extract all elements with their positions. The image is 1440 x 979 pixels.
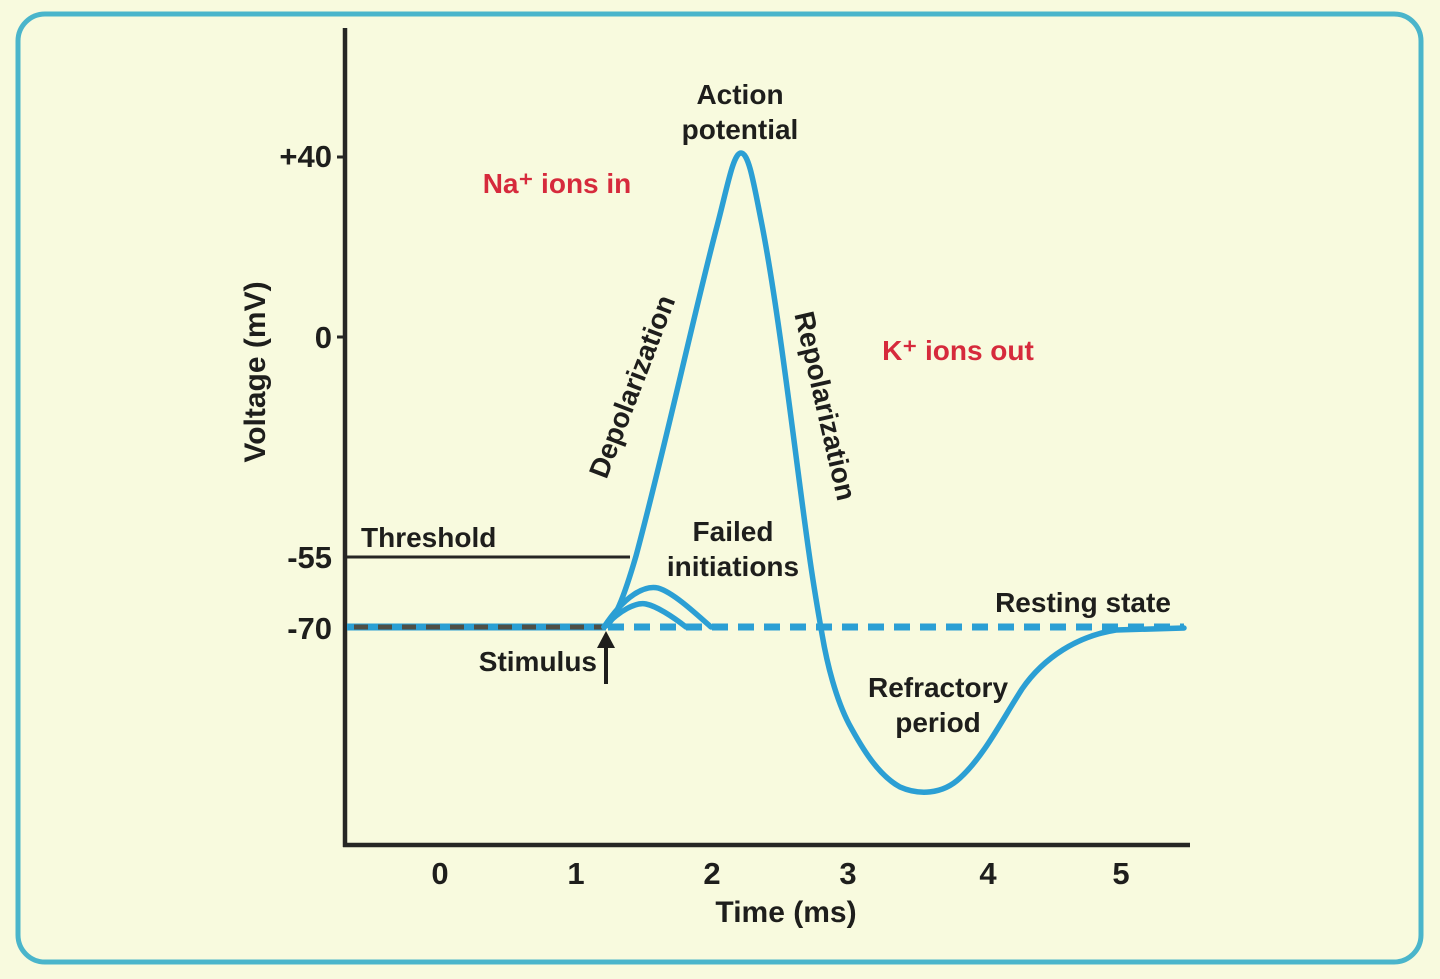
x-axis-label: Time (ms) [715, 896, 856, 929]
y-tick-minus55: -55 [287, 540, 332, 575]
action-potential-label-line2: potential [682, 114, 799, 145]
stimulus-arrow-head [597, 631, 615, 648]
action-potential-label-line1: Action [696, 79, 783, 110]
refractory-period-label-line1: Refractory [868, 672, 1008, 703]
x-tick-4: 4 [979, 856, 997, 891]
y-tick-minus70: -70 [287, 611, 332, 646]
depolarization-label: Depolarization [583, 291, 681, 482]
membrane-potential-curve [601, 150, 1187, 795]
x-tick-5: 5 [1112, 856, 1129, 891]
na-ions-in-label: Na⁺ ions in [483, 168, 632, 199]
x-tick-2: 2 [703, 856, 720, 891]
y-tick-plus40: +40 [279, 139, 332, 174]
x-tick-0: 0 [431, 856, 448, 891]
failed-initiations-label-line2: initiations [667, 551, 799, 582]
x-tick-1: 1 [567, 856, 584, 891]
resting-state-label: Resting state [995, 587, 1171, 618]
stimulus-label: Stimulus [479, 646, 597, 677]
frame-border [15, 11, 1424, 965]
y-axis-label: Voltage (mV) [239, 281, 272, 462]
y-tick-zero: 0 [315, 320, 332, 355]
failed-initiations-label-line1: Failed [693, 516, 774, 547]
k-ions-out-label: K⁺ ions out [882, 335, 1034, 366]
refractory-period-label-line2: period [895, 707, 981, 738]
x-tick-3: 3 [839, 856, 856, 891]
threshold-label: Threshold [361, 522, 496, 553]
